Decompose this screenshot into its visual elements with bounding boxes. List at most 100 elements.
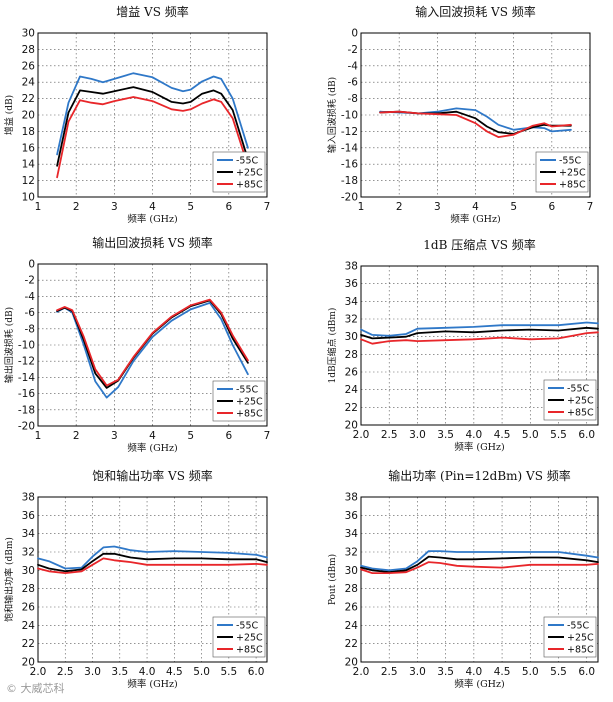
x-tick-label: 7 bbox=[264, 201, 271, 213]
y-tick-label: 30 bbox=[22, 28, 35, 40]
series-line bbox=[360, 561, 599, 574]
x-tick-label: 3.0 bbox=[409, 429, 426, 441]
x-tick-label: 5.0 bbox=[193, 666, 210, 678]
chart-panel-5: 饱和输出功率 VS 频率 2.0 2.5 3.0 3.5 4.0 4.5 5.0 5.5 6.0 2… bbox=[3, 468, 268, 690]
x-tick-label: 3.5 bbox=[111, 666, 128, 678]
y-tick-label: 32 bbox=[22, 547, 35, 559]
y-tick-label: -4 bbox=[348, 60, 359, 72]
y-axis-label: 输出回波损耗 (dB) bbox=[3, 307, 15, 383]
y-tick-label: 30 bbox=[345, 331, 358, 343]
y-tick-label: -10 bbox=[341, 110, 358, 122]
x-tick-label: 5 bbox=[510, 201, 517, 213]
y-tick-label: -18 bbox=[341, 175, 358, 187]
x-tick-label: 1 bbox=[35, 430, 42, 442]
chart-title: 输出功率 (Pin=12dBm) VS 频率 bbox=[388, 468, 571, 483]
x-tick-label: 5 bbox=[187, 430, 194, 442]
y-tick-label: 26 bbox=[345, 367, 359, 379]
series-line bbox=[56, 301, 249, 399]
y-tick-label: -12 bbox=[341, 126, 358, 138]
x-axis-label: 频率 (GHz) bbox=[127, 442, 177, 454]
y-tick-label: 28 bbox=[345, 349, 358, 361]
y-tick-label: 28 bbox=[345, 583, 358, 595]
y-tick-label: -12 bbox=[18, 356, 35, 368]
x-tick-label: 6.0 bbox=[248, 666, 265, 678]
y-tick-label: 22 bbox=[22, 638, 35, 650]
chart-title: 增益 VS 频率 bbox=[116, 4, 189, 19]
y-axis-label: 输入回波损耗 (dB) bbox=[326, 77, 338, 153]
chart-panel-3: 输出回波损耗 VS 频率 1 2 3 4 5 6 7 0 -2 -4 -6 -8 -10 -12 -14 -16… bbox=[3, 235, 270, 454]
legend-label: -55C bbox=[567, 384, 590, 395]
series-line bbox=[360, 550, 599, 572]
plot-frame bbox=[37, 32, 268, 198]
x-tick-label: 2.5 bbox=[381, 666, 398, 678]
series-line bbox=[56, 298, 249, 387]
x-tick-label: 3.5 bbox=[437, 666, 454, 678]
y-tick-label: 24 bbox=[22, 620, 36, 632]
series-line bbox=[56, 96, 249, 179]
x-tick-label: 5.5 bbox=[550, 429, 567, 441]
x-tick-label: 4.0 bbox=[139, 666, 156, 678]
x-tick-label: 6 bbox=[548, 201, 555, 213]
y-tick-label: 36 bbox=[345, 278, 359, 290]
chart-panel-6: 输出功率 (Pin=12dBm) VS 频率 2.0 2.5 3.0 3.5 4.0 4.5… bbox=[327, 468, 599, 690]
y-tick-label: 14 bbox=[22, 159, 36, 171]
x-tick-label: 5.0 bbox=[522, 666, 539, 678]
y-tick-label: -8 bbox=[25, 323, 35, 335]
legend-label: -55C bbox=[567, 621, 590, 632]
y-tick-label: 24 bbox=[345, 620, 359, 632]
legend-label: +85C bbox=[559, 180, 586, 191]
y-tick-label: 22 bbox=[345, 638, 358, 650]
legend-box bbox=[212, 380, 266, 422]
y-tick-label: 30 bbox=[345, 565, 358, 577]
series-line bbox=[360, 321, 599, 337]
x-tick-label: 7 bbox=[264, 430, 271, 442]
x-tick-label: 4.0 bbox=[466, 666, 483, 678]
legend-label: +85C bbox=[567, 408, 594, 419]
series-line bbox=[37, 557, 268, 574]
y-tick-label: -16 bbox=[18, 388, 35, 400]
plot-frame bbox=[37, 496, 268, 663]
x-tick-label: 6 bbox=[225, 430, 232, 442]
x-tick-label: 4.5 bbox=[494, 429, 511, 441]
legend-label: +85C bbox=[236, 645, 263, 656]
x-tick-label: 3.0 bbox=[84, 666, 101, 678]
y-axis-label: Pout (dBm) bbox=[327, 554, 338, 605]
legend-label: -55C bbox=[559, 156, 582, 167]
y-axis-label: 增益 (dB) bbox=[3, 95, 15, 135]
y-tick-label: 12 bbox=[22, 175, 35, 187]
y-tick-label: 38 bbox=[22, 492, 35, 504]
y-tick-label: 34 bbox=[345, 528, 359, 540]
series-line bbox=[360, 555, 599, 574]
y-tick-label: -18 bbox=[18, 404, 35, 416]
y-tick-label: 36 bbox=[22, 510, 36, 522]
x-tick-label: 3.5 bbox=[437, 429, 454, 441]
y-tick-label: -14 bbox=[18, 372, 35, 384]
x-tick-label: 7 bbox=[587, 201, 594, 213]
x-tick-label: 6.0 bbox=[578, 666, 595, 678]
y-tick-label: -20 bbox=[18, 421, 35, 433]
y-tick-label: 24 bbox=[345, 384, 359, 396]
x-tick-label: 2 bbox=[73, 430, 80, 442]
x-tick-label: 4 bbox=[149, 430, 156, 442]
y-tick-label: 16 bbox=[22, 142, 36, 154]
y-tick-label: 26 bbox=[345, 602, 359, 614]
y-tick-label: 22 bbox=[345, 402, 358, 414]
legend-label: +85C bbox=[236, 409, 263, 420]
plot-frame bbox=[360, 32, 591, 198]
y-axis-label: 1dB压缩点 (dBm) bbox=[326, 308, 338, 384]
y-tick-label: -16 bbox=[341, 159, 358, 171]
y-tick-label: 28 bbox=[22, 44, 35, 56]
y-tick-label: -20 bbox=[341, 192, 358, 204]
series-line bbox=[37, 545, 268, 570]
x-tick-label: 3.0 bbox=[409, 666, 426, 678]
series-line bbox=[56, 86, 249, 167]
y-tick-label: -4 bbox=[25, 291, 36, 303]
chart-title: 饱和输出功率 VS 频率 bbox=[92, 468, 213, 483]
y-tick-label: 18 bbox=[22, 126, 35, 138]
chart-panel-4: 1dB 压缩点 VS 频率 2.0 2.5 3.0 3.5 4.0 4.5 5.0 5.5 6.0… bbox=[326, 237, 599, 453]
legend-label: +25C bbox=[236, 397, 263, 408]
series-line bbox=[56, 72, 249, 156]
series-line bbox=[37, 552, 268, 573]
y-tick-label: 38 bbox=[345, 492, 358, 504]
x-tick-label: 4.5 bbox=[494, 666, 511, 678]
